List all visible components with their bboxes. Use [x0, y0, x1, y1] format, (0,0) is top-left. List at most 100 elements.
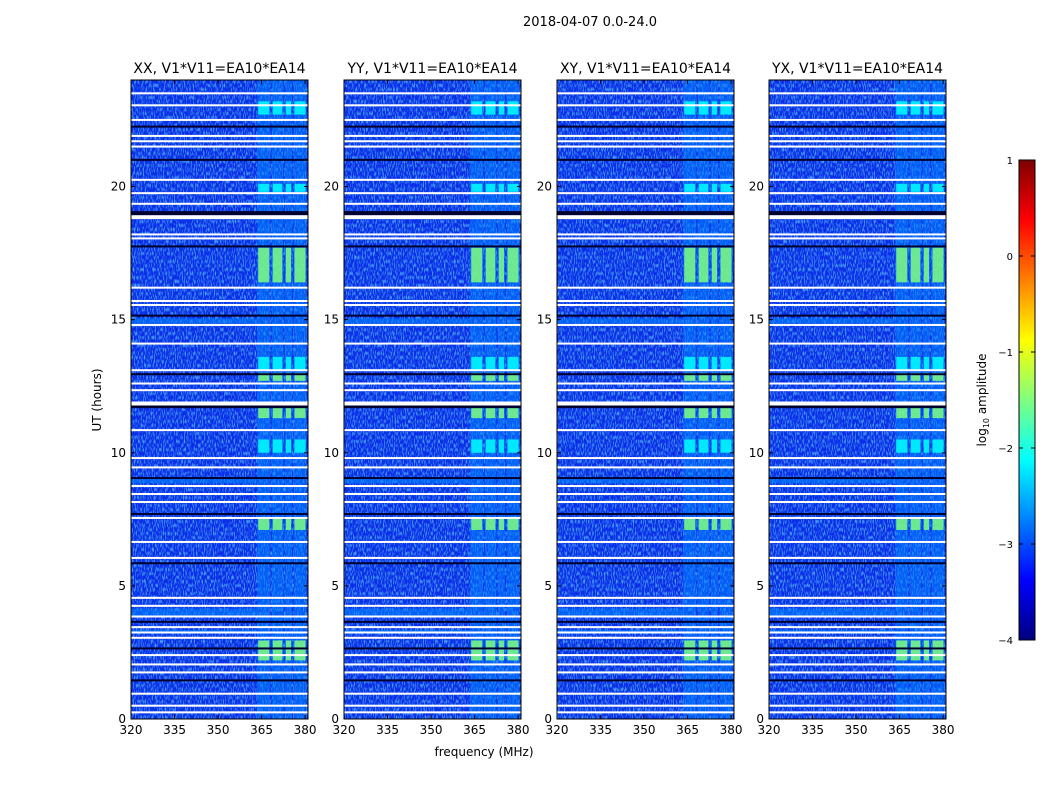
- rfi-burst: [910, 101, 921, 115]
- flagged-gap: [344, 233, 521, 236]
- flagged-gap: [769, 215, 946, 220]
- flagged-gap: [131, 512, 308, 515]
- flagged-gap: [131, 401, 308, 406]
- rfi-burst: [471, 439, 483, 453]
- flagged-gap: [131, 485, 308, 488]
- rfi-burst: [272, 640, 283, 661]
- flagged-gap: [344, 663, 521, 666]
- rfi-burst: [711, 183, 718, 192]
- flagged-gap: [769, 615, 946, 618]
- rfi-burst: [258, 372, 270, 381]
- rfi-burst: [258, 101, 270, 115]
- rfi-subband: [909, 80, 922, 719]
- rfi-burst: [896, 517, 908, 530]
- y-tick-label: 10: [111, 446, 126, 460]
- flagged-gap: [557, 369, 734, 372]
- flagged-gap: [131, 215, 308, 220]
- broadband-row: [344, 318, 471, 324]
- flagged-gap: [344, 211, 521, 216]
- flagged-gap: [131, 596, 308, 599]
- rfi-burst: [498, 356, 505, 371]
- flagged-gap: [557, 636, 734, 639]
- rfi-burst: [910, 517, 921, 530]
- x-tick-label: 365: [888, 723, 911, 737]
- flagged-gap: [557, 314, 734, 317]
- flagged-gap: [769, 237, 946, 240]
- rfi-burst: [507, 372, 519, 381]
- rfi-burst: [272, 439, 283, 453]
- rfi-subband: [683, 80, 697, 719]
- flagged-gap: [557, 382, 734, 385]
- flagged-gap: [344, 647, 521, 650]
- rfi-burst: [294, 356, 306, 371]
- flagged-gap: [131, 711, 308, 714]
- rfi-burst: [498, 640, 505, 661]
- rfi-burst: [684, 247, 696, 283]
- flagged-gap: [769, 654, 946, 657]
- flagged-gap: [131, 299, 308, 302]
- rfi-burst: [498, 517, 505, 530]
- flagged-gap: [769, 404, 946, 409]
- x-tick-label: 380: [294, 723, 317, 737]
- flagged-gap: [131, 516, 308, 519]
- flagged-gap: [769, 636, 946, 639]
- x-tick-label: 350: [845, 723, 868, 737]
- x-tick-label: 320: [546, 723, 569, 737]
- rfi-burst: [258, 407, 270, 419]
- flagged-gap: [131, 620, 308, 623]
- flagged-gap: [131, 704, 308, 707]
- flagged-gap: [769, 596, 946, 599]
- rfi-burst: [720, 372, 732, 381]
- y-tick-label: 5: [544, 579, 552, 593]
- rfi-burst: [896, 407, 908, 419]
- rfi-subband: [710, 80, 719, 719]
- rfi-burst: [698, 101, 709, 115]
- flagged-gap: [344, 540, 521, 543]
- x-tick-label: 365: [463, 723, 486, 737]
- rfi-burst: [910, 372, 921, 381]
- flagged-gap: [344, 620, 521, 623]
- rfi-burst: [498, 407, 505, 419]
- flagged-gap: [344, 215, 521, 220]
- rfi-burst: [711, 101, 718, 115]
- y-tick-label: 10: [324, 446, 339, 460]
- flagged-gap: [557, 404, 734, 409]
- rfi-burst: [720, 247, 732, 283]
- flagged-gap: [344, 692, 521, 695]
- flagged-gap: [557, 631, 734, 634]
- flagged-gap: [769, 389, 946, 392]
- rfi-burst: [684, 183, 696, 192]
- flagged-gap: [131, 429, 308, 432]
- rfi-burst: [471, 101, 483, 115]
- flagged-gap: [131, 654, 308, 657]
- rfi-burst: [932, 356, 944, 371]
- rfi-burst: [485, 356, 496, 371]
- rfi-burst: [720, 356, 732, 371]
- x-tick-label: 335: [801, 723, 824, 737]
- rfi-burst: [485, 517, 496, 530]
- flagged-gap: [344, 679, 521, 682]
- flagged-gap: [344, 429, 521, 432]
- rfi-subband: [484, 80, 497, 719]
- flagged-gap: [131, 211, 308, 216]
- colorbar-tick-label: −2: [998, 444, 1013, 455]
- rfi-burst: [485, 183, 496, 192]
- flagged-gap: [557, 615, 734, 618]
- flagged-gap: [344, 457, 521, 460]
- rfi-burst: [285, 372, 292, 381]
- broadband-row: [769, 478, 896, 484]
- flagged-gap: [344, 303, 521, 306]
- rfi-burst: [258, 183, 270, 192]
- flagged-gap: [131, 466, 308, 469]
- rfi-burst: [910, 183, 921, 192]
- colorbar-label: log10 amplitude: [975, 354, 991, 447]
- rfi-burst: [285, 439, 292, 453]
- colorbar-tick-label: −3: [998, 540, 1013, 551]
- flagged-gap: [131, 631, 308, 634]
- x-tick-label: 335: [163, 723, 186, 737]
- rfi-burst: [684, 517, 696, 530]
- flagged-gap: [557, 373, 734, 376]
- flagged-gap: [557, 663, 734, 666]
- rfi-burst: [923, 247, 930, 283]
- rfi-burst: [507, 183, 519, 192]
